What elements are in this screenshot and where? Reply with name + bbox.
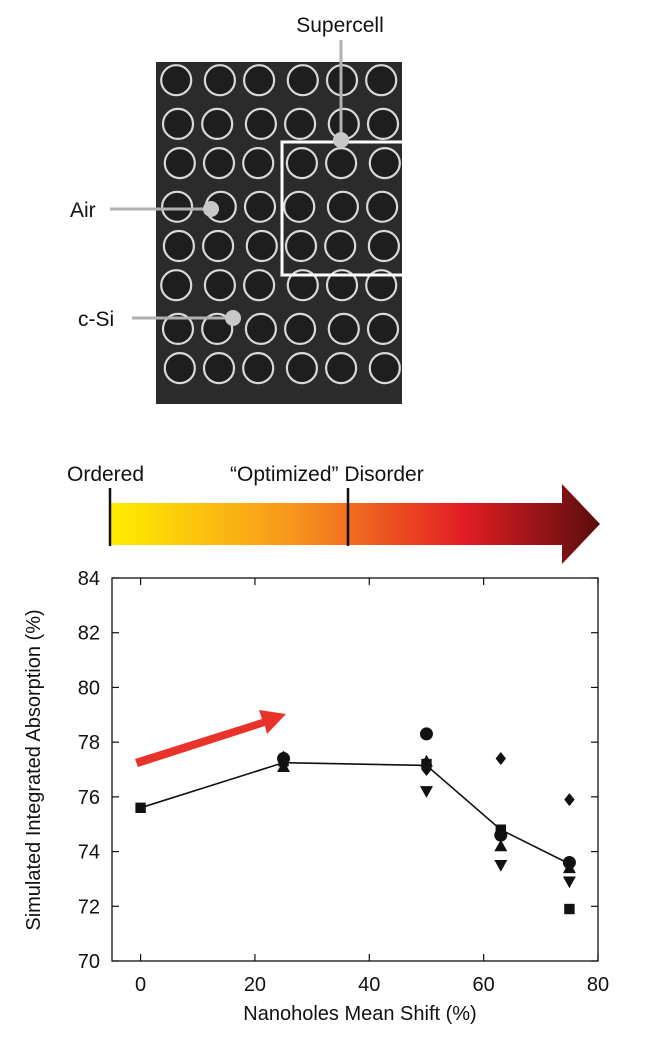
nanohole — [242, 352, 275, 385]
optimized-disorder-label: “Optimized” Disorder — [230, 463, 424, 486]
y-axis-label: Simulated Integrated Absorption (%) — [23, 609, 45, 930]
nanohole — [367, 229, 400, 263]
supercell-label: Supercell — [296, 14, 384, 37]
gradient-arrow — [110, 484, 600, 564]
nanohole — [245, 229, 278, 263]
point-diamond — [421, 763, 432, 776]
nanohole — [163, 352, 196, 385]
nanohole — [286, 269, 319, 302]
nanohole — [161, 190, 194, 223]
x-tick-label: 0 — [135, 974, 146, 996]
point-triangle-down — [562, 876, 576, 889]
nanohole — [366, 107, 400, 141]
y-tick-label: 76 — [78, 787, 100, 809]
nanohole — [286, 64, 319, 97]
point-square — [135, 802, 146, 813]
csi-label: c-Si — [78, 308, 114, 331]
trend-arrow — [135, 710, 286, 767]
y-tick-label: 78 — [78, 732, 100, 754]
nanohole — [203, 269, 236, 302]
x-tick-label: 80 — [587, 974, 609, 996]
y-tick-label: 82 — [78, 623, 100, 645]
point-square — [564, 903, 575, 915]
scale-bar — [413, 324, 475, 333]
point-triangle-up — [494, 839, 508, 852]
data-points — [135, 727, 576, 915]
ordered-label: Ordered — [67, 463, 144, 486]
plot-area — [111, 577, 599, 962]
nanohole — [366, 190, 399, 223]
nanohole — [160, 269, 193, 302]
nanohole — [242, 147, 275, 180]
y-tick-label: 80 — [78, 677, 100, 699]
nanohole — [285, 147, 318, 180]
nanohole — [160, 64, 193, 97]
disorder-arrow: Ordered “Optimized” Disorder — [67, 463, 600, 564]
y-tick-label: 74 — [78, 842, 100, 864]
nanohole — [325, 269, 359, 302]
sem-micrograph: 1 µm — [156, 62, 475, 404]
nanohole — [201, 107, 234, 141]
nanohole — [284, 107, 317, 141]
nanohole — [366, 312, 400, 345]
callouts: Supercell Air c-Si — [70, 14, 384, 331]
supercell-marker — [333, 132, 349, 148]
nanohole — [368, 147, 401, 180]
nanohole — [202, 147, 236, 180]
nanohole — [325, 352, 358, 385]
x-tick-label: 60 — [473, 974, 495, 996]
nanohole — [325, 147, 358, 180]
point-triangle-down — [494, 860, 508, 872]
x-tick-label: 40 — [358, 974, 380, 996]
x-axis-label: Nanoholes Mean Shift (%) — [243, 1003, 476, 1025]
point-diamond — [495, 752, 506, 766]
nanohole — [243, 64, 276, 97]
scale-bar-label: 1 µm — [421, 347, 467, 369]
y-tick-label: 72 — [78, 896, 100, 918]
point-diamond — [278, 750, 289, 764]
nanohole — [243, 269, 276, 302]
nanohole — [163, 147, 196, 180]
nanohole — [368, 352, 401, 385]
point-triangle-down — [419, 786, 433, 798]
nanohole — [365, 64, 398, 97]
y-tick-label: 70 — [78, 951, 100, 973]
absorption-chart: 0 20 40 60 80 70 72 74 76 78 80 82 84 Nanoholes Mean… — [23, 568, 609, 1025]
sem-background — [156, 62, 402, 404]
nanohole — [243, 190, 277, 223]
nanohole — [161, 312, 195, 345]
air-marker — [203, 201, 219, 217]
nanohole — [203, 64, 236, 97]
point-circle — [494, 828, 508, 842]
nanohole — [283, 190, 316, 223]
air-label: Air — [70, 199, 96, 222]
point-diamond — [564, 793, 575, 807]
nanohole — [161, 107, 195, 141]
axis-ticks: 0 20 40 60 80 70 72 74 76 78 80 82 84 — [78, 568, 609, 996]
nanohole — [284, 229, 318, 263]
point-circle — [419, 727, 433, 741]
nanohole — [327, 312, 360, 345]
trend-arrow-shape — [135, 710, 286, 767]
nanohole — [284, 312, 317, 345]
nanohole-array — [160, 64, 401, 385]
point-triangle-down — [277, 758, 291, 771]
nanohole — [202, 229, 235, 263]
point-triangle-up — [419, 754, 433, 767]
x-tick-label: 20 — [244, 974, 266, 996]
nanohole — [202, 352, 236, 385]
nanohole — [201, 312, 234, 345]
point-triangle-up — [562, 861, 576, 874]
nanohole — [244, 312, 277, 345]
nanohole — [365, 269, 398, 302]
nanohole — [326, 190, 359, 223]
nanohole — [324, 229, 357, 263]
csi-marker — [225, 310, 241, 326]
y-tick-label: 84 — [78, 568, 100, 590]
nanohole — [244, 107, 277, 141]
nanohole — [162, 229, 195, 263]
nanohole — [285, 352, 318, 385]
